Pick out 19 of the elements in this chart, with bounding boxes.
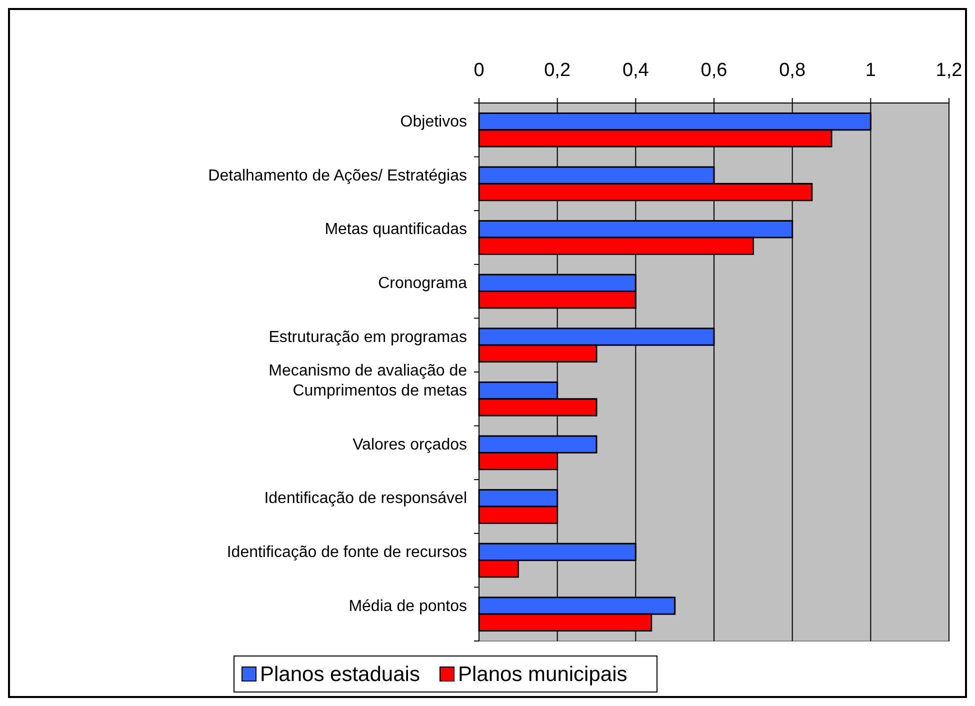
y-tick-label: Média de pontos	[348, 598, 467, 615]
y-tick-label: Cronograma	[378, 274, 468, 292]
x-tick-label: 0	[474, 60, 484, 81]
x-tick-label: 1	[865, 60, 876, 81]
y-tick-label: Identificação de fonte de recursos	[226, 544, 467, 561]
x-tick-label: 0,8	[779, 60, 806, 81]
x-tick-label: 1,2	[936, 60, 962, 81]
y-tick-label: Objetivos	[400, 114, 467, 131]
y-tick-label: Metas quantificadas	[324, 221, 467, 238]
y-tick-label: Mecanismo de avaliação de Cumprimentos de metas	[268, 362, 468, 400]
y-tick-label: Valores orçados	[352, 436, 467, 454]
x-tick-label: 0,4	[622, 60, 650, 81]
legend-label: Planos estaduais	[260, 663, 420, 686]
x-tick-label: 0,2	[544, 60, 571, 81]
x-tick-label: 0,6	[700, 60, 728, 81]
y-tick-label: Estruturação em programas	[268, 328, 467, 346]
legend-label: Planos municipais	[458, 663, 628, 686]
y-tick-label: Identificação de responsável	[264, 490, 467, 508]
y-tick-label: Detalhamento de Ações/ Estratégias	[208, 167, 467, 184]
